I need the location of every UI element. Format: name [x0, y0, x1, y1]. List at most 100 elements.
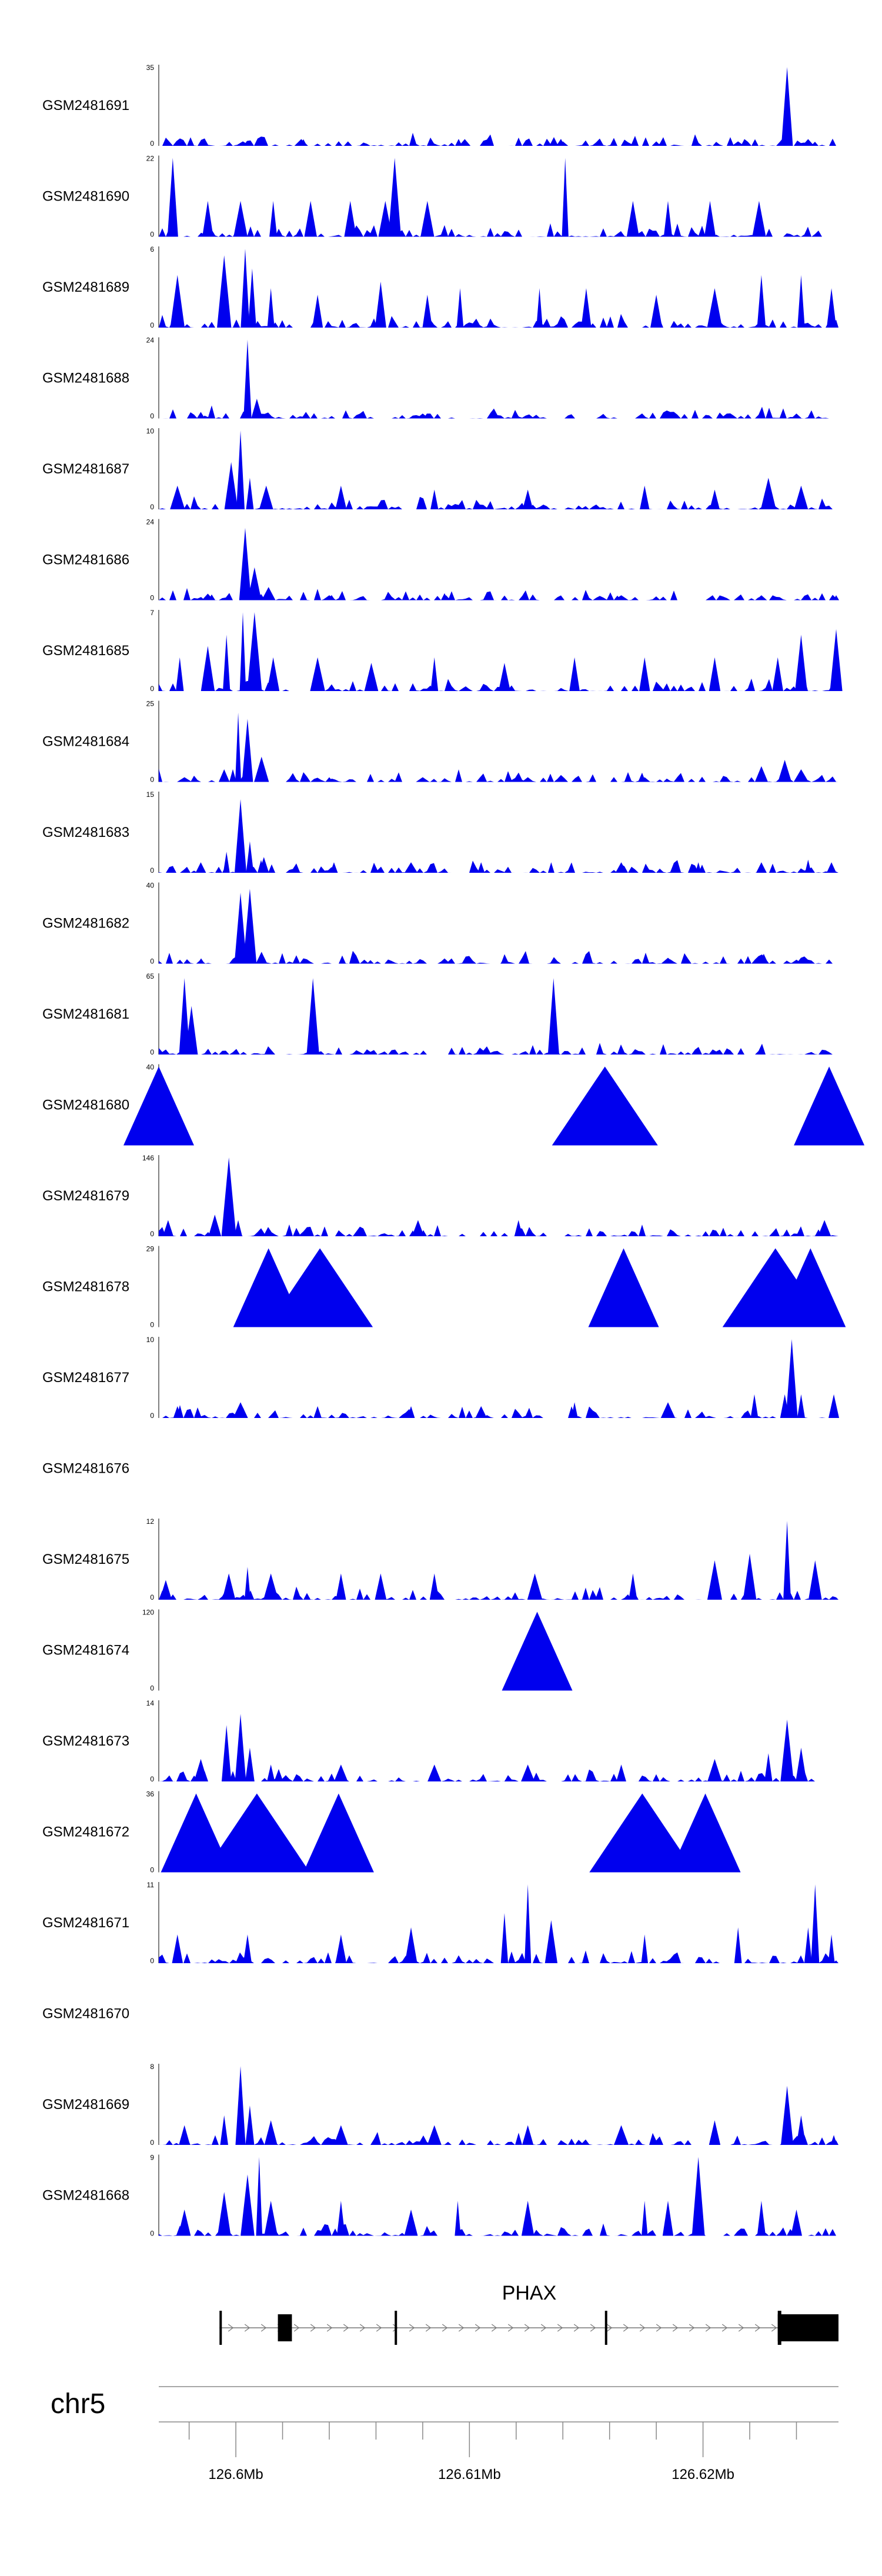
coverage-peak — [734, 1927, 742, 1963]
coverage-peak — [264, 2120, 278, 2145]
coverage-peak — [691, 2157, 705, 2236]
track-label: GSM2481683 — [42, 825, 129, 840]
strand-arrow — [524, 2324, 530, 2332]
track-label: GSM2481689 — [42, 279, 129, 295]
coverage-peak — [750, 1394, 759, 1418]
coverage-peak — [522, 777, 534, 782]
strand-arrow — [623, 2324, 629, 2332]
y-max-label: 14 — [146, 1699, 155, 1707]
coverage-peak — [244, 1567, 251, 1600]
coverage-peak — [757, 275, 766, 328]
coverage-peak — [335, 485, 347, 509]
strand-arrow — [540, 2324, 547, 2332]
coverage-peak — [234, 892, 247, 964]
track-GSM2481687: GSM2481687 10 0 — [42, 427, 838, 511]
coverage-peak — [221, 1725, 232, 1781]
coverage-peak — [193, 1759, 208, 1781]
coverage-peak — [334, 1764, 348, 1781]
coverage-peak — [202, 593, 214, 600]
coverage-peak — [764, 1753, 773, 1781]
coverage-peak — [256, 2157, 263, 2236]
coverage-peak — [261, 587, 276, 600]
coverage-peak — [159, 1580, 172, 1600]
coverage-peak — [498, 663, 510, 691]
strand-arrow — [557, 2324, 563, 2332]
coverage-peak — [303, 1793, 374, 1873]
coverage-peak — [247, 612, 262, 691]
coverage-peak — [521, 2200, 534, 2236]
y-max-label: 12 — [146, 1517, 155, 1526]
coverage-peak — [405, 1927, 417, 1963]
coverage-peak — [267, 1248, 373, 1327]
x-tick-label: 126.61Mb — [438, 2467, 501, 2482]
track-GSM2481684: GSM2481684 25 0 — [42, 700, 838, 784]
coverage-peak — [802, 139, 814, 146]
strand-arrow — [458, 2324, 465, 2332]
strand-arrow — [475, 2324, 481, 2332]
track-GSM2481674: GSM2481674 120 0 — [42, 1609, 573, 1693]
coverage-peak — [162, 1220, 173, 1236]
coverage-peak — [294, 139, 308, 146]
coverage-peak — [196, 412, 205, 419]
strand-arrow — [606, 2324, 613, 2332]
strand-arrow — [491, 2324, 497, 2332]
track-label: GSM2481670 — [42, 2006, 129, 2022]
track-GSM2481671: GSM2481671 11 0 — [42, 1881, 838, 1965]
coverage-peak — [527, 1573, 543, 1600]
coverage-background — [159, 588, 838, 600]
track-GSM2481668: GSM2481668 9 0 — [42, 2154, 838, 2238]
coverage-peak — [790, 959, 803, 964]
y-max-label: 146 — [142, 1154, 154, 1162]
coverage-peak — [512, 413, 521, 419]
coverage-background — [159, 496, 838, 509]
coverage-peak — [588, 1248, 659, 1327]
strand-arrow — [409, 2324, 415, 2332]
coverage-peak — [364, 663, 379, 691]
track-label: GSM2481688 — [42, 371, 129, 386]
coverage-peak — [459, 139, 471, 146]
coverage-peak — [242, 719, 253, 782]
coverage-peak — [639, 777, 651, 782]
coverage-peak — [245, 1747, 255, 1781]
coverage-peak — [301, 412, 310, 419]
coverage-peak — [569, 657, 580, 691]
coverage-peak — [752, 201, 766, 237]
coverage-peak — [524, 1884, 532, 1963]
track-GSM2481690: GSM2481690 22 0 — [42, 155, 838, 239]
coverage-background — [159, 1950, 838, 1963]
coverage-peak — [239, 528, 252, 600]
coverage-peak — [629, 1573, 637, 1600]
genome-axis-track: chr5 126.6Mb 126.61Mb 126.62Mb — [51, 2386, 838, 2482]
coverage-peak — [544, 1920, 558, 1963]
coverage-peak — [794, 485, 808, 509]
strand-arrow — [293, 2324, 300, 2332]
coverage-background — [159, 2132, 838, 2145]
strand-arrow — [639, 2324, 646, 2332]
coverage-peak — [123, 1066, 194, 1146]
y-max-label: 7 — [150, 609, 154, 617]
y-min-label: 0 — [150, 866, 154, 875]
coverage-peak — [826, 862, 837, 873]
coverage-peak — [707, 1759, 722, 1781]
coverage-peak — [639, 657, 650, 691]
coverage-peak — [662, 413, 674, 419]
coverage-peak — [161, 1793, 232, 1873]
coverage-peak — [179, 978, 190, 1055]
coverage-peak — [233, 1402, 248, 1418]
coverage-background — [159, 678, 838, 691]
coverage-peak — [221, 1157, 236, 1236]
strand-arrow — [343, 2324, 349, 2332]
track-label: GSM2481684 — [42, 734, 129, 750]
coverage-peak — [522, 489, 533, 509]
coverage-peak — [830, 2135, 837, 2145]
coverage-peak — [422, 295, 433, 328]
coverage-peak — [172, 1934, 183, 1963]
coverage-peak — [772, 657, 783, 691]
coverage-background — [159, 1404, 838, 1418]
strand-arrow — [228, 2324, 234, 2332]
strand-arrow — [705, 2324, 711, 2332]
track-GSM2481673: GSM2481673 14 0 — [42, 1699, 838, 1783]
y-max-label: 65 — [146, 972, 155, 980]
coverage-peak — [248, 268, 256, 328]
coverage-peak — [754, 766, 769, 782]
